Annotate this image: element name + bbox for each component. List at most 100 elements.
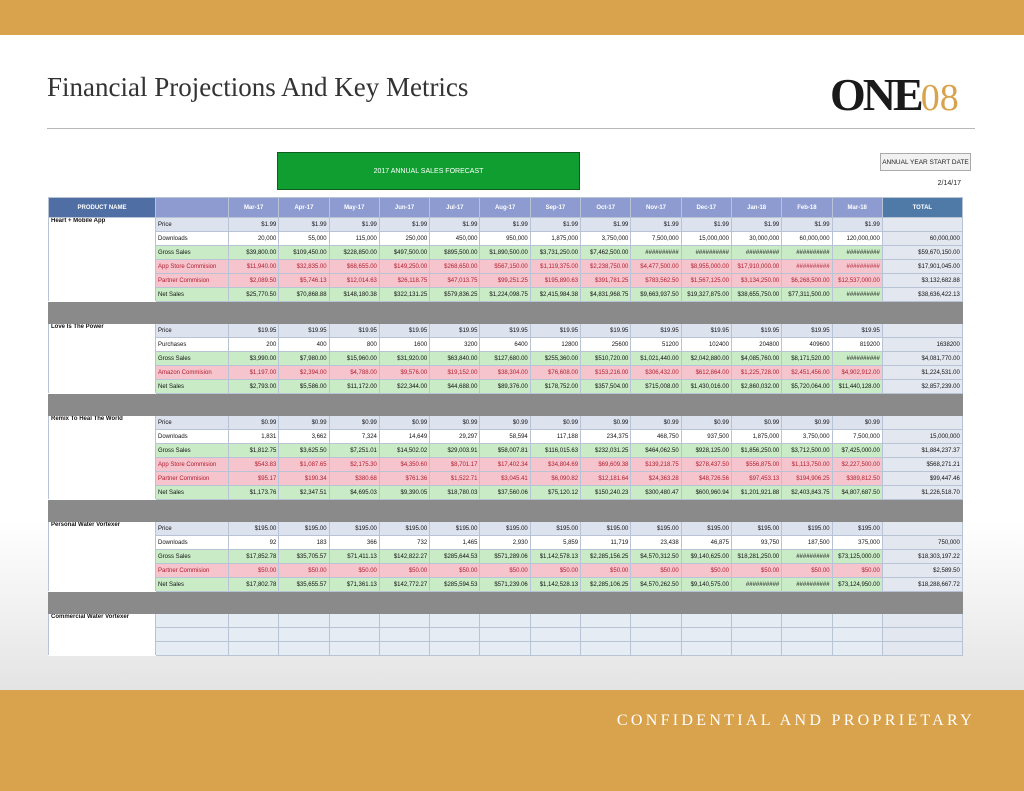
cell: $285,644.53: [429, 549, 481, 564]
cell: [630, 641, 682, 656]
cell: $1,522.71: [429, 471, 481, 486]
cell: $6,268,500.00: [781, 273, 833, 288]
separator: [48, 591, 963, 614]
table-row: Heart + Mobile App Price $1.99 $1.99 $1.99 $1…: [48, 217, 963, 302]
cell: 937,500: [680, 429, 732, 444]
row-total: $2,589.50: [881, 563, 963, 578]
cell: $50.00: [680, 563, 732, 578]
cell: 93,750: [730, 535, 783, 550]
cell: $1.99: [529, 217, 582, 232]
cell: [580, 641, 632, 656]
row-label: Downloads: [155, 429, 229, 444]
separator-row: [48, 393, 963, 416]
cell: $142,772.27: [378, 577, 431, 592]
start-date-label: ANNUAL YEAR START DATE: [880, 153, 971, 171]
cell: $1.99: [680, 217, 732, 232]
cell: $73,125,000.00: [831, 549, 883, 564]
cell: $19.95: [730, 323, 783, 338]
cell: 5,859: [529, 535, 582, 550]
cell: ##########: [831, 287, 883, 302]
cell: $47,013.75: [429, 273, 481, 288]
cell: [580, 613, 632, 628]
cell: $195.00: [630, 521, 682, 536]
cell: 60,000,000: [781, 231, 833, 246]
cell: [227, 613, 280, 628]
month-header: Oct-17: [580, 197, 632, 218]
cell: $97,453.13: [730, 471, 783, 486]
cell: $19.95: [328, 323, 380, 338]
row-total: $1,224,531.00: [881, 365, 963, 380]
product-name: Remix To Heal The World: [48, 415, 156, 500]
cell: [529, 641, 582, 656]
cell: $99,251.25: [479, 273, 531, 288]
table-row: Partner Commision $2,089.50 $5,746.13 $12,0…: [49, 273, 963, 288]
cell: 200: [227, 337, 280, 352]
product-name: Commercial Water Vortexer: [48, 613, 156, 656]
cell: $37,560.06: [479, 485, 531, 500]
table-row: Purchases 200 400 800 1600 3200 6400 12800 25600…: [49, 337, 963, 352]
cell: $4,350.60: [378, 457, 431, 472]
month-header: Jan-18: [730, 197, 783, 218]
cell: [580, 627, 632, 642]
cell: [781, 627, 833, 642]
product-name: Personal Water Vortexer: [48, 521, 156, 592]
cell: [429, 641, 481, 656]
cell: $1,173.76: [227, 485, 280, 500]
cell: $5,720,064.00: [781, 379, 833, 394]
cell: $1,021,440.00: [630, 351, 682, 366]
cell: 15,000,000: [680, 231, 732, 246]
cell: 234,375: [580, 429, 632, 444]
cell: $116,015.63: [529, 443, 582, 458]
cell: 23,438: [630, 535, 682, 550]
cell: $464,062.50: [630, 443, 682, 458]
cell: $1.99: [831, 217, 883, 232]
cell: $1,197.00: [227, 365, 280, 380]
product-name: Love Is The Power: [48, 323, 156, 394]
cell: $3,134,250.00: [730, 273, 783, 288]
row-total: [881, 415, 963, 430]
cell: $1.99: [278, 217, 330, 232]
cell: $2,793.00: [227, 379, 280, 394]
cell: $89,376.00: [479, 379, 531, 394]
row-label: Gross Sales: [155, 245, 229, 260]
row-total: [881, 217, 963, 232]
cell: $928,125.00: [680, 443, 732, 458]
separator-row: [48, 301, 963, 324]
cell: $195.00: [529, 521, 582, 536]
cell: $1,142,578.13: [529, 549, 582, 564]
month-header: Dec-17: [680, 197, 732, 218]
cell: $44,688.00: [429, 379, 481, 394]
cell: $2,238,750.00: [580, 259, 632, 274]
cell: $19.95: [781, 323, 833, 338]
cell: $556,875.00: [730, 457, 783, 472]
cell: $17,910,000.00: [730, 259, 783, 274]
cell: $1.99: [429, 217, 481, 232]
cell: ##########: [781, 577, 833, 592]
cell: $761.36: [378, 471, 431, 486]
cell: $2,175.30: [328, 457, 380, 472]
cell: [479, 627, 531, 642]
cell: $7,425,000.00: [831, 443, 883, 458]
cell: 3,750,000: [580, 231, 632, 246]
cell: $389,812.50: [831, 471, 883, 486]
cell: $11,440,128.00: [831, 379, 883, 394]
table-row: Commercial Water Vortexer: [48, 613, 963, 656]
cell: 7,500,000: [831, 429, 883, 444]
cell: $50.00: [227, 563, 280, 578]
cell: $76,608.00: [529, 365, 582, 380]
separator: [48, 499, 963, 522]
cell: $69,609.38: [580, 457, 632, 472]
table-row: Net Sales $2,793.00 $5,586.00 $11,172.00 $22…: [49, 379, 963, 394]
cell: $1.99: [781, 217, 833, 232]
cell: $17,802.78: [227, 577, 280, 592]
cell: $0.99: [479, 415, 531, 430]
cell: $543.83: [227, 457, 280, 472]
table-row: Partner Commision $50.00 $50.00 $50.00 $50.0…: [49, 563, 963, 578]
table-row: Downloads 1,831 3,662 7,324 14,649 29,297 58,5…: [49, 429, 963, 444]
cell: $6,090.82: [529, 471, 582, 486]
cell: $1,856,250.00: [730, 443, 783, 458]
cell: $63,840.00: [429, 351, 481, 366]
cell: 25600: [580, 337, 632, 352]
month-header: Jul-17: [429, 197, 481, 218]
